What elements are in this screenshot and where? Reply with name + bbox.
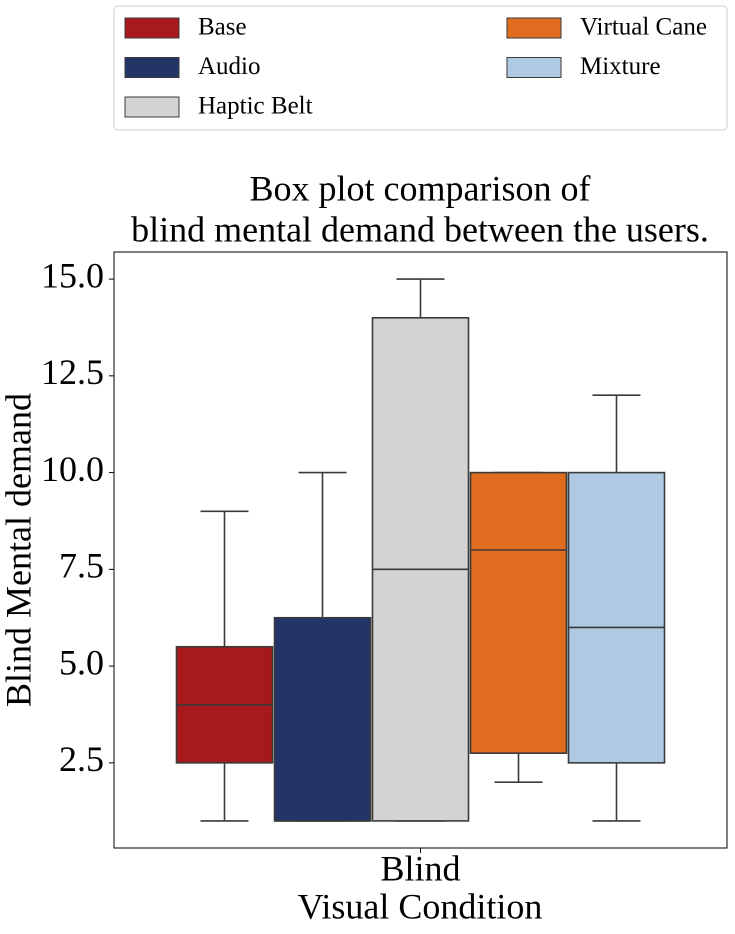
- box: [469, 471, 568, 754]
- legend-frame: [113, 5, 728, 131]
- legend-label: Virtual Cane: [580, 14, 707, 41]
- y-tick-label: 2.5: [59, 739, 104, 779]
- y-axis-label: Blind Mental demand: [0, 393, 38, 707]
- legend-label: Audio: [198, 53, 261, 80]
- box: [567, 471, 666, 764]
- chart-title: blind mental demand between the users.: [131, 209, 709, 249]
- y-tick-label: 12.5: [41, 352, 104, 392]
- legend-swatch: [506, 17, 562, 39]
- y-tick-label: 5.0: [59, 642, 104, 682]
- x-axis-label: Visual Condition: [298, 886, 543, 926]
- chart-title: Box plot comparison of: [250, 168, 591, 208]
- y-tick-label: 10.0: [41, 449, 104, 489]
- y-tick-label: 7.5: [59, 546, 104, 586]
- x-tick-label: Blind: [380, 848, 460, 888]
- legend-label: Mixture: [580, 53, 661, 80]
- box: [273, 616, 372, 822]
- legend-swatch: [124, 96, 180, 118]
- legend-swatch: [506, 57, 562, 78]
- legend-label: Base: [198, 14, 247, 41]
- legend-label: Haptic Belt: [198, 93, 313, 120]
- legend-swatch: [124, 17, 180, 39]
- legend-swatch: [124, 57, 180, 78]
- y-tick-label: 15.0: [41, 255, 104, 295]
